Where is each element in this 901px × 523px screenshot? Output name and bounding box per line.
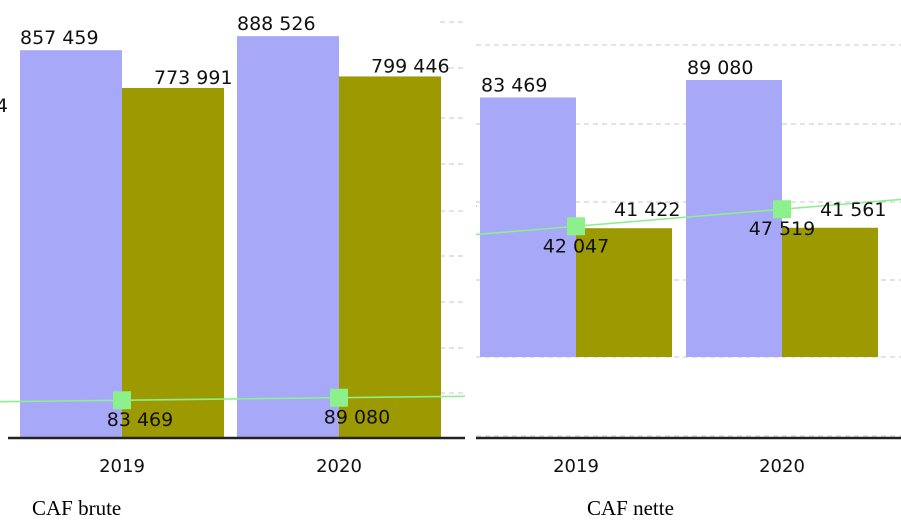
chart-caption-caf-nette: CAF nette <box>587 496 674 520</box>
data-label: 773 991 <box>154 67 233 89</box>
plot-area: 83 469 89 080 41 422 41 561 42 047 47 519 7 <box>466 44 901 437</box>
data-label: 41 422 <box>614 199 680 221</box>
line-series <box>476 198 901 236</box>
tick-label: 2019 <box>99 456 145 477</box>
plot-area: 857 459 888 526 773 991 799 446 83 469 89 080… <box>0 13 465 439</box>
line-marker <box>330 388 348 407</box>
line-marker <box>113 391 131 410</box>
data-label: 83 469 <box>107 409 173 431</box>
chart-caf-brute: 857 459 888 526 773 991 799 446 83 469 89 080… <box>0 13 465 477</box>
chart-caf-nette: 83 469 89 080 41 422 41 561 42 047 47 519 7 201… <box>466 44 901 477</box>
data-label: 42 047 <box>543 235 609 257</box>
data-label-partial: 94 <box>0 95 8 117</box>
data-label: 888 526 <box>237 13 316 35</box>
line-marker <box>773 200 791 219</box>
bar <box>782 227 878 357</box>
tick-label: 2020 <box>316 456 362 477</box>
data-label: 83 469 <box>481 74 547 96</box>
data-label: 799 446 <box>371 55 450 77</box>
data-label: 89 080 <box>687 57 753 79</box>
data-label: 47 519 <box>749 218 815 240</box>
line-marker <box>567 217 585 236</box>
tick-label: 2019 <box>553 456 599 477</box>
bar <box>686 80 782 357</box>
tick-label: 2020 <box>759 456 805 477</box>
line-series <box>0 395 465 403</box>
bar <box>237 36 339 438</box>
data-label: 41 561 <box>820 199 886 221</box>
bar <box>20 50 122 439</box>
data-label-partial: 7 <box>466 202 478 224</box>
data-label: 857 459 <box>20 27 99 49</box>
bar <box>339 76 441 439</box>
bar <box>122 87 224 438</box>
data-label: 89 080 <box>324 407 390 429</box>
chart-caption-caf-brute: CAF brute <box>32 496 122 520</box>
bar <box>576 228 672 357</box>
